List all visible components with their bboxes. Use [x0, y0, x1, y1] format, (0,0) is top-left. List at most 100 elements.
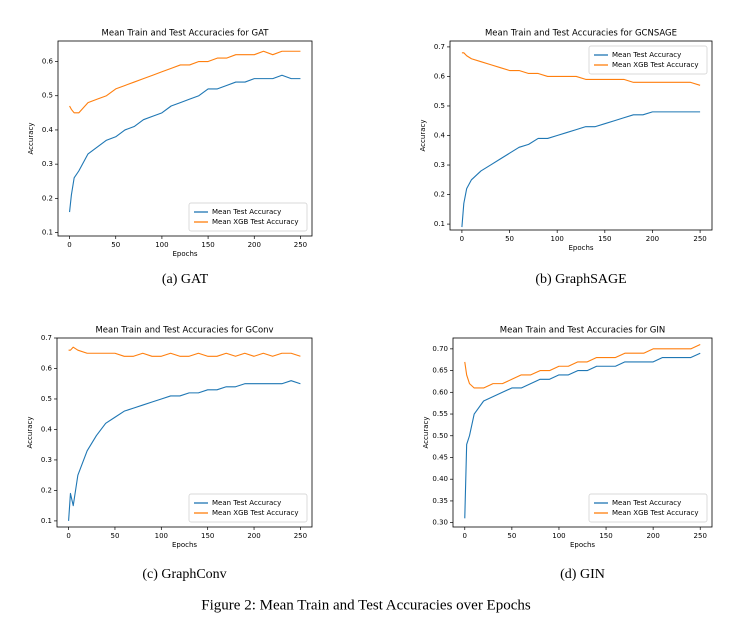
y-tick-label: 0.1: [434, 220, 445, 228]
series-line: [68, 380, 301, 521]
x-tick-label: 150: [201, 241, 214, 249]
series-line: [464, 344, 701, 389]
series-line: [68, 346, 301, 357]
y-tick-label: 0.2: [434, 191, 445, 199]
y-axis-label: Accuracy: [26, 417, 34, 449]
series-line: [464, 352, 701, 519]
x-tick-label: 0: [66, 532, 70, 540]
y-tick-label: 0.4: [42, 126, 54, 134]
x-axis-label: Epochs: [172, 250, 197, 258]
x-tick-label: 150: [599, 532, 612, 540]
legend-label: Mean Test Accuracy: [612, 51, 681, 59]
x-axis-label: Epochs: [570, 541, 595, 549]
legend-box: [588, 493, 708, 523]
x-tick-label: 0: [460, 235, 464, 243]
y-tick-label: 0.65: [432, 367, 448, 375]
y-axis-label: Accuracy: [422, 417, 430, 449]
x-tick-label: 150: [201, 532, 214, 540]
plot-frame: [452, 337, 713, 528]
subfigure-caption: (d) GIN: [560, 567, 605, 582]
x-axis-label: Epochs: [568, 244, 593, 252]
legend-label: Mean Test Accuracy: [212, 208, 281, 216]
x-axis-label: Epochs: [172, 541, 197, 549]
series-line: [69, 74, 301, 213]
x-tick-label: 50: [111, 241, 120, 249]
x-tick-label: 100: [550, 235, 563, 243]
y-tick-label: 0.45: [432, 453, 448, 461]
x-tick-label: 200: [248, 241, 261, 249]
y-tick-label: 0.4: [434, 132, 446, 140]
chart-title: Mean Train and Test Accuracies for GConv: [95, 326, 273, 336]
y-tick-label: 0.1: [41, 517, 52, 525]
x-tick-label: 200: [247, 532, 260, 540]
y-tick-label: 0.35: [432, 497, 448, 505]
x-tick-label: 100: [155, 241, 168, 249]
panel: Mean Train and Test Accuracies for GConv…: [26, 326, 313, 582]
y-tick-label: 0.40: [432, 475, 448, 483]
plot-frame: [57, 40, 313, 237]
y-tick-label: 0.6: [41, 364, 53, 372]
x-tick-label: 100: [552, 532, 565, 540]
legend-label: Mean XGB Test Accuracy: [212, 218, 299, 226]
legend: Mean Test Accuracy Mean XGB Test Accuracy: [588, 493, 708, 523]
legend-label: Mean Test Accuracy: [612, 499, 681, 507]
legend: Mean Test Accuracy Mean XGB Test Accuracy: [188, 493, 308, 523]
legend-label: Mean Test Accuracy: [212, 499, 281, 507]
subfigure-caption: (b) GraphSAGE: [535, 272, 626, 287]
y-tick-label: 0.7: [41, 334, 52, 342]
y-tick-label: 0.2: [41, 486, 52, 494]
chart-title: Mean Train and Test Accuracies for GCNSA…: [485, 29, 677, 39]
panel: Mean Train and Test Accuracies for GCNSA…: [419, 29, 713, 287]
x-tick-label: 250: [294, 532, 307, 540]
panel: Mean Train and Test Accuracies for GAT 0 5…: [27, 29, 313, 287]
x-tick-label: 150: [598, 235, 611, 243]
plot-frame: [449, 40, 713, 231]
y-axis-label: Accuracy: [419, 120, 427, 152]
y-tick-label: 0.4: [41, 425, 53, 433]
x-tick-label: 50: [505, 235, 514, 243]
legend-box: [188, 493, 308, 523]
legend-box: [188, 202, 308, 232]
x-tick-label: 0: [67, 241, 71, 249]
x-tick-label: 100: [155, 532, 168, 540]
y-tick-label: 0.3: [42, 160, 53, 168]
subfigure-caption: (c) GraphConv: [142, 567, 226, 582]
legend: Mean Test Accuracy Mean XGB Test Accuracy: [588, 45, 708, 75]
chart-title: Mean Train and Test Accuracies for GAT: [102, 29, 270, 39]
x-tick-label: 250: [694, 532, 707, 540]
figure-caption: Figure 2: Mean Train and Test Accuracies…: [201, 597, 531, 613]
y-tick-label: 0.5: [42, 92, 53, 100]
legend: Mean Test Accuracy Mean XGB Test Accuracy: [188, 202, 308, 232]
x-tick-label: 200: [646, 532, 659, 540]
series-line: [69, 50, 301, 114]
y-tick-label: 0.30: [432, 519, 448, 527]
subfigure-caption: (a) GAT: [162, 272, 209, 287]
chart-title: Mean Train and Test Accuracies for GIN: [500, 326, 665, 336]
plot-frame: [56, 337, 313, 528]
y-tick-label: 0.3: [434, 161, 445, 169]
legend-label: Mean XGB Test Accuracy: [612, 61, 699, 69]
x-tick-label: 0: [463, 532, 467, 540]
series-line: [461, 52, 701, 86]
y-tick-label: 0.1: [42, 229, 53, 237]
y-tick-label: 0.6: [434, 72, 446, 80]
y-tick-label: 0.3: [41, 456, 52, 464]
x-tick-label: 50: [110, 532, 119, 540]
x-tick-label: 50: [507, 532, 516, 540]
y-tick-label: 0.6: [42, 58, 54, 66]
y-tick-label: 0.5: [41, 395, 52, 403]
x-tick-label: 200: [646, 235, 659, 243]
series-line: [461, 111, 701, 228]
y-tick-label: 0.2: [42, 194, 53, 202]
legend-box: [588, 45, 708, 75]
y-tick-label: 0.70: [432, 345, 448, 353]
panel: Mean Train and Test Accuracies for GIN 0 5…: [422, 326, 713, 582]
y-tick-label: 0.7: [434, 43, 445, 51]
y-tick-label: 0.5: [434, 102, 445, 110]
y-tick-label: 0.55: [432, 410, 448, 418]
y-tick-label: 0.50: [432, 432, 448, 440]
y-axis-label: Accuracy: [27, 123, 35, 155]
y-tick-label: 0.60: [432, 388, 448, 396]
legend-label: Mean XGB Test Accuracy: [612, 509, 699, 517]
